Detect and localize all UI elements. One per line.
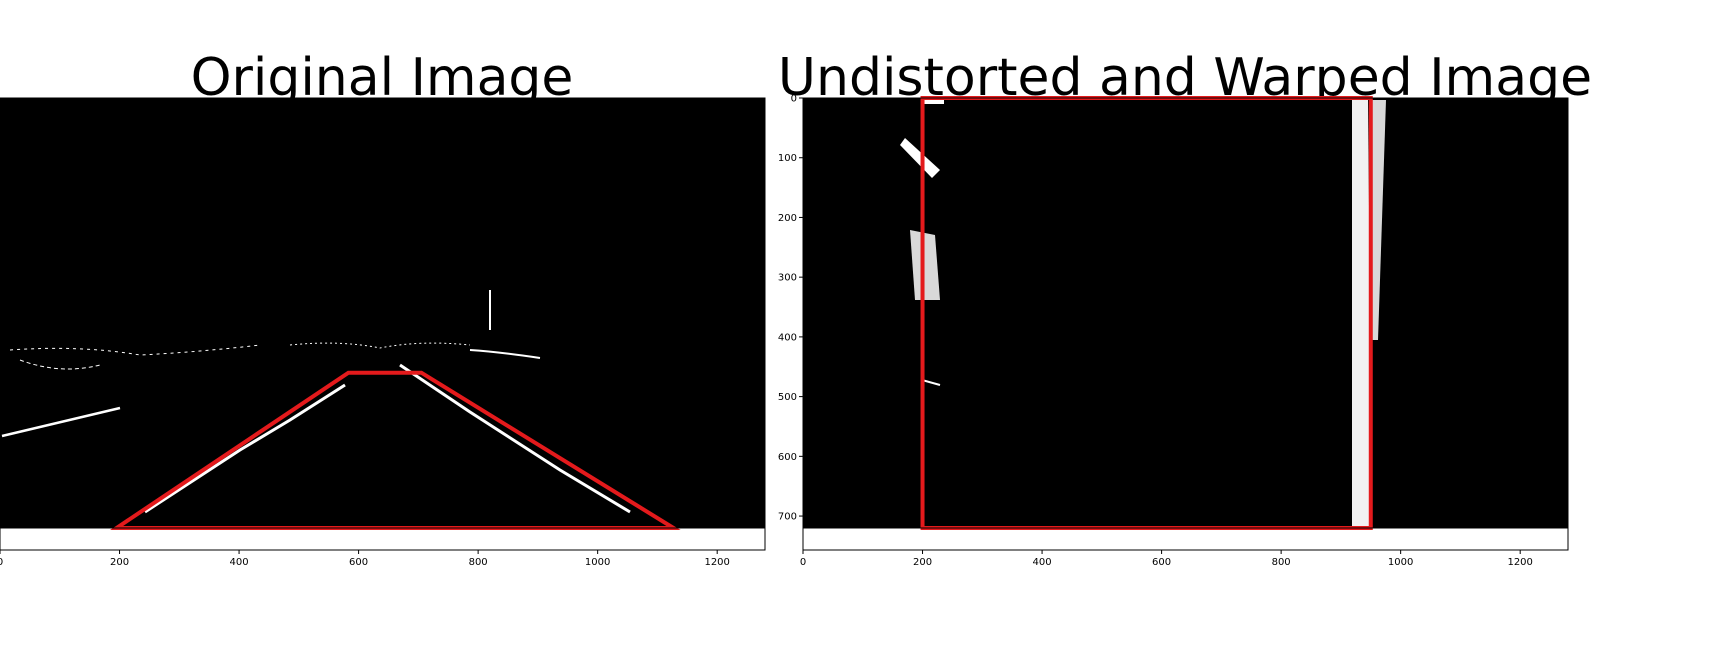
x-tick-label: 800 (469, 557, 488, 568)
x-tick-label: 600 (1152, 557, 1171, 568)
left-panel-title: Original Image (190, 48, 574, 108)
x-tick-label: 1000 (585, 557, 610, 568)
x-tick-label: 0 (0, 557, 3, 568)
right-image-panel: 0 200 400 600 800 1000 1200 0 100 200 300 400 500 600… (778, 94, 1569, 600)
x-tick-label: 1000 (1388, 557, 1413, 568)
y-tick-label: 700 (778, 512, 797, 523)
x-tick-label: 400 (1033, 557, 1052, 568)
x-tick-label: 1200 (704, 557, 729, 568)
right-panel-title: Undistorted and Warped Image (777, 48, 1593, 108)
y-tick-label: 500 (778, 392, 797, 403)
x-tick-label: 400 (230, 557, 249, 568)
y-tick-label: 300 (778, 273, 797, 284)
axis-frame (0, 527, 766, 551)
y-tick-label: 400 (778, 332, 797, 343)
left-x-axis: 0 200 400 600 800 1000 1200 (0, 527, 766, 568)
y-tick-label: 600 (778, 452, 797, 463)
x-tick-label: 200 (110, 557, 129, 568)
axis-frame (802, 527, 1569, 551)
left-image-panel: 0 200 400 600 800 1000 1200 (0, 97, 766, 568)
x-tick-label: 1200 (1507, 557, 1532, 568)
x-tick-label: 200 (913, 557, 932, 568)
x-tick-label: 800 (1272, 557, 1291, 568)
y-tick-label: 200 (778, 213, 797, 224)
right-lane-marks (900, 100, 1386, 600)
x-tick-label: 600 (349, 557, 368, 568)
x-tick-label: 0 (800, 557, 806, 568)
y-tick-label: 0 (791, 94, 797, 105)
left-scene-edges (1, 290, 631, 514)
right-axes: 0 200 400 600 800 1000 1200 0 100 200 300 400 500 600… (778, 94, 1569, 568)
y-tick-label: 100 (778, 153, 797, 164)
